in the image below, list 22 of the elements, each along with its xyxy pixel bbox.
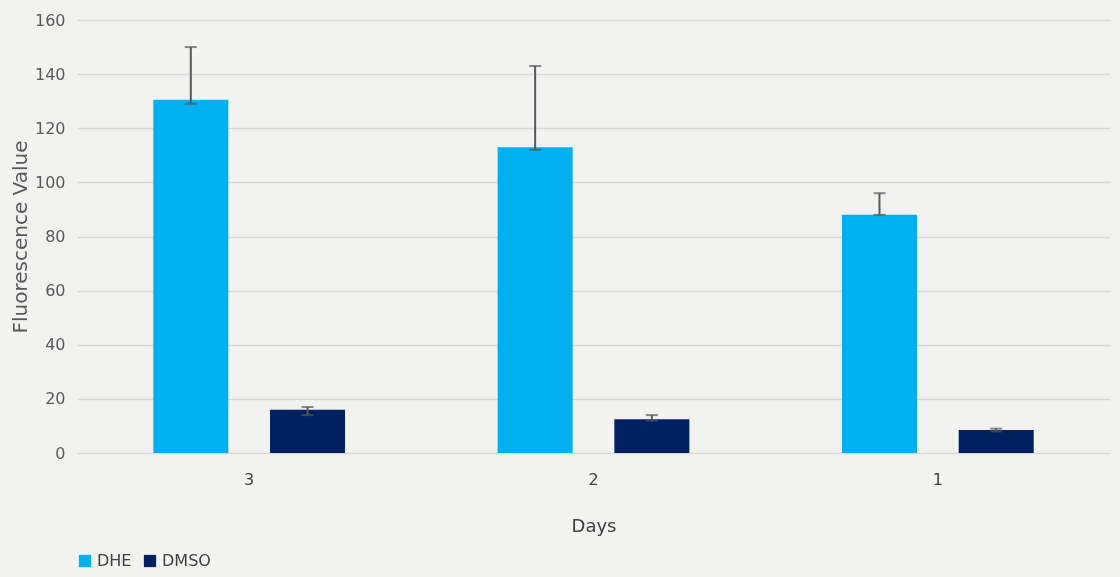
x-tick-label: 3 [244, 469, 255, 489]
bar [497, 147, 573, 453]
y-tick-label: 140 [34, 64, 66, 84]
y-tick-label: 100 [34, 172, 66, 192]
bar [958, 430, 1034, 453]
x-axis-title: Days [571, 514, 617, 536]
bar [270, 409, 346, 453]
x-tick-label: 2 [588, 469, 599, 489]
y-axis-title: Fluorescence Value [7, 140, 32, 334]
y-tick-label: 0 [55, 443, 66, 463]
x-tick-label: 1 [932, 469, 943, 489]
legend-label: DMSO [162, 551, 211, 570]
y-tick-label: 120 [34, 118, 66, 138]
bar [614, 419, 690, 453]
bar [841, 214, 917, 453]
y-tick-label: 80 [45, 227, 66, 246]
y-tick-label: 20 [45, 389, 66, 409]
y-tick-label: 60 [45, 281, 66, 301]
y-tick-label: 40 [45, 335, 66, 355]
legend-label: DHE [97, 551, 132, 570]
bar [153, 99, 229, 453]
y-tick-label: 160 [34, 10, 66, 30]
